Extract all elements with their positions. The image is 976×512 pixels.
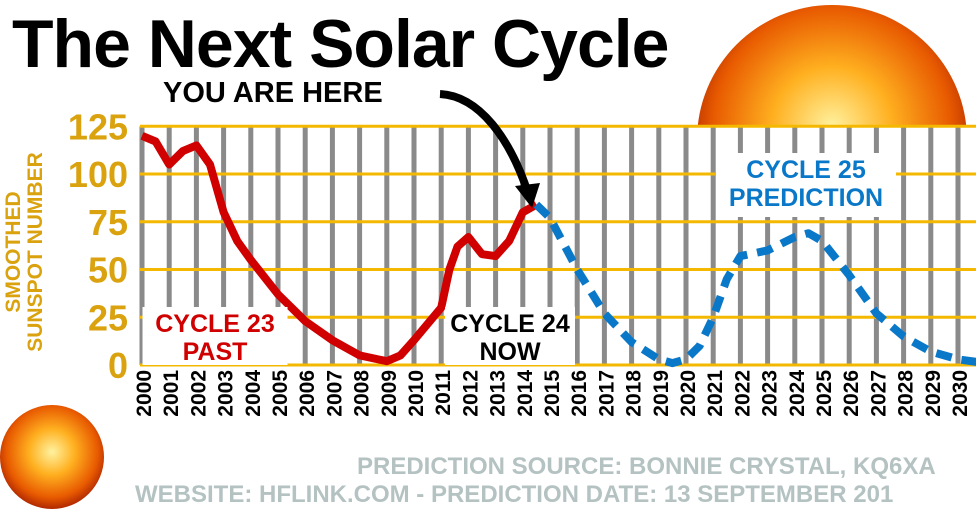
x-tick-label: 2029 — [922, 370, 945, 417]
arrow-head — [515, 183, 540, 208]
x-tick-label: 2006 — [296, 370, 319, 417]
x-tick-label: 2019 — [650, 370, 673, 417]
cycle-label: CYCLE 24 — [450, 310, 570, 338]
x-tick-label: 2027 — [867, 370, 890, 417]
x-tick-label: 2005 — [269, 370, 292, 417]
y-tick-label: 100 — [68, 154, 128, 195]
x-tick-label: 2014 — [514, 370, 537, 417]
observed-line — [140, 132, 539, 366]
x-tick-label: 2017 — [595, 370, 618, 417]
label-background — [716, 153, 896, 217]
label-background — [445, 307, 575, 365]
x-tick-label: 2020 — [677, 370, 700, 417]
x-tick-label: 2001 — [160, 370, 183, 417]
x-tick-label: 2016 — [568, 370, 591, 417]
sun-image-bottom — [0, 405, 104, 509]
x-tick-label: 2000 — [133, 370, 156, 417]
x-tick-label: 2002 — [187, 370, 210, 417]
cycle-label: CYCLE 23 — [155, 310, 274, 338]
y-tick-label: 75 — [88, 202, 128, 243]
x-tick-label: 2010 — [405, 370, 428, 417]
x-tick-label: 2024 — [786, 370, 809, 417]
you-are-here-label: YOU ARE HERE — [163, 77, 383, 109]
x-tick-label: 2007 — [323, 370, 346, 417]
y-tick-label: 125 — [68, 106, 128, 147]
x-tick-label: 2015 — [541, 370, 564, 417]
x-tick-label: 2023 — [759, 370, 782, 417]
x-tick-label: 2021 — [704, 370, 727, 417]
y-axis-label-line: SUNSPOT NUMBER — [24, 152, 47, 352]
you-are-here-arrow — [439, 90, 531, 192]
x-tick-label: 2022 — [731, 370, 754, 417]
cycle-label: PREDICTION — [729, 184, 883, 212]
chart-title: The Next Solar Cycle — [12, 6, 669, 82]
y-axis-label-line: SMOOTHED — [2, 191, 25, 313]
sun-image-top — [697, 5, 967, 127]
x-tick-label: 2026 — [840, 370, 863, 417]
cycle-label: NOW — [479, 338, 541, 366]
y-tick-label: 25 — [88, 297, 128, 338]
x-tick-label: 2009 — [378, 370, 401, 417]
x-tick-label: 2025 — [813, 370, 836, 417]
cycle-label: PAST — [183, 338, 248, 366]
x-tick-label: 2008 — [351, 370, 374, 417]
cycle-label: CYCLE 25 — [746, 156, 866, 184]
x-tick-label: 2011 — [432, 370, 455, 416]
x-tick-label: 2030 — [949, 370, 972, 417]
y-tick-label: 50 — [88, 250, 128, 291]
x-tick-label: 2018 — [623, 370, 646, 417]
x-tick-label: 2004 — [242, 370, 265, 417]
x-tick-label: 2013 — [487, 370, 510, 417]
x-tick-label: 2012 — [459, 370, 482, 417]
website-date: WEBSITE: HFLINK.COM - PREDICTION DATE: 1… — [135, 481, 894, 508]
y-axis-label: SMOOTHED SUNSPOT NUMBER — [2, 117, 47, 387]
x-tick-label: 2003 — [215, 370, 238, 417]
y-tick-label: 0 — [108, 345, 128, 386]
x-tick-label: 2028 — [895, 370, 918, 417]
prediction-source: PREDICTION SOURCE: BONNIE CRYSTAL, KQ6XA — [357, 453, 936, 480]
label-background — [142, 307, 288, 365]
